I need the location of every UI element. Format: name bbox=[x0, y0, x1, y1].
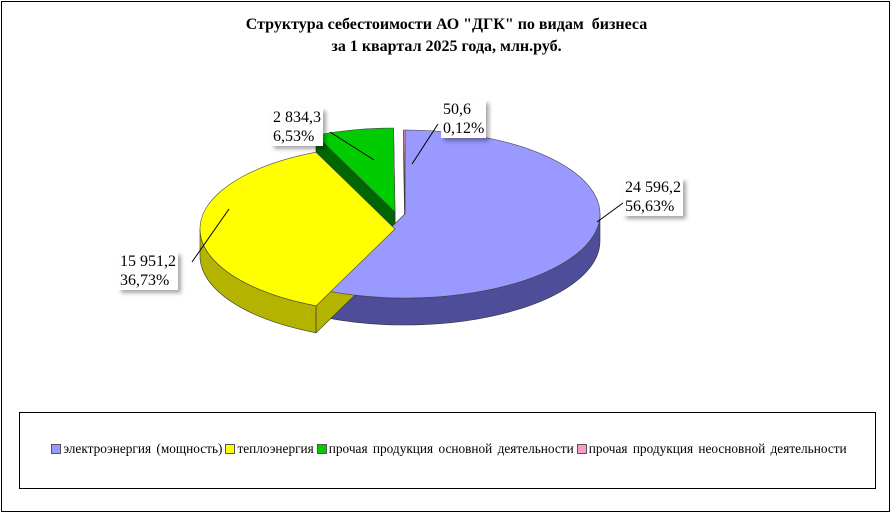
legend-label: теплоэнергия bbox=[237, 441, 314, 456]
data-label-value: 50,6 bbox=[443, 101, 471, 118]
data-label-heat: 15 951,2 36,73% bbox=[118, 252, 178, 290]
pie-slice-other-nonmain bbox=[403, 129, 406, 215]
legend: электроэнергия (мощность) теплоэнергия про… bbox=[19, 412, 876, 489]
chart-title-line-1: Структура себестоимости АО "ДГК" по вида… bbox=[245, 16, 648, 33]
data-label-other-nonmain: 50,6 0,12% bbox=[441, 100, 487, 138]
data-label-other-main: 2 834,3 6,53% bbox=[271, 108, 323, 146]
legend-swatch bbox=[225, 444, 236, 454]
legend-item-other-nonmain: прочая продукция неосновной деятельности bbox=[574, 441, 847, 457]
legend-item-heat: теплоэнергия bbox=[222, 441, 314, 457]
leader-line-other-nonmain bbox=[411, 123, 439, 165]
chart-title: Структура себестоимости АО "ДГК" по вида… bbox=[0, 14, 893, 58]
data-label-percent: 36,73% bbox=[120, 272, 170, 289]
legend-swatch bbox=[316, 444, 327, 454]
leader-lines bbox=[191, 123, 624, 263]
chart-title-line-2: за 1 квартал 2025 года, млн.руб. bbox=[331, 38, 562, 55]
legend-item-electricity: электроэнергия (мощность) bbox=[48, 441, 222, 457]
pie-slice-heat bbox=[199, 151, 396, 307]
legend-label: электроэнергия (мощность) bbox=[63, 441, 223, 456]
pie-slice-electricity bbox=[325, 129, 601, 299]
data-label-value: 24 596,2 bbox=[625, 179, 681, 196]
data-label-value: 15 951,2 bbox=[120, 253, 176, 270]
leader-line-other-main bbox=[329, 131, 375, 161]
legend-label: прочая продукция основной деятельности bbox=[328, 441, 574, 456]
legend-item-other-main: прочая продукция основной деятельности bbox=[314, 441, 574, 457]
data-label-percent: 6,53% bbox=[273, 128, 315, 145]
legend-label: прочая продукция неосновной деятельности bbox=[588, 441, 847, 456]
legend-swatch bbox=[576, 444, 587, 454]
pie-tops bbox=[199, 127, 601, 307]
data-label-value: 2 834,3 bbox=[273, 109, 321, 126]
legend-row: электроэнергия (мощность) теплоэнергия про… bbox=[20, 441, 875, 457]
data-label-percent: 56,63% bbox=[625, 198, 675, 215]
leader-line-electricity bbox=[596, 202, 624, 223]
data-label-electricity: 24 596,2 56,63% bbox=[623, 178, 683, 216]
data-label-percent: 0,12% bbox=[443, 120, 485, 137]
leader-line-heat bbox=[191, 208, 230, 263]
legend-swatch bbox=[51, 444, 62, 454]
